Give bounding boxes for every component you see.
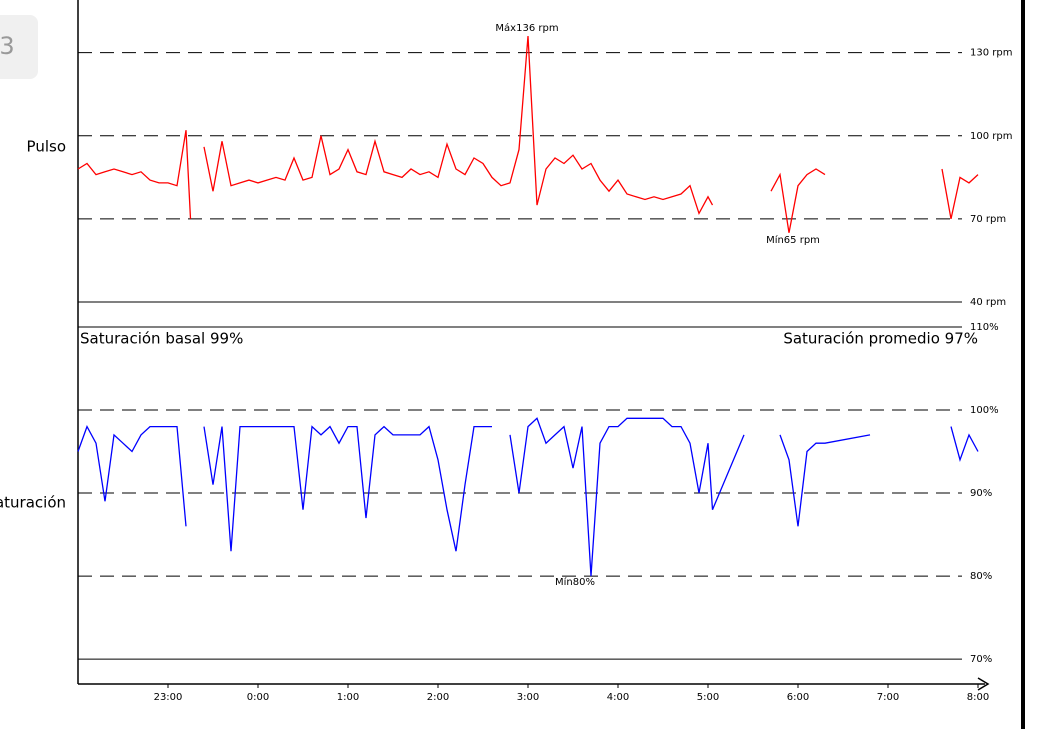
x-tick-label: 8:00 [967,692,989,703]
y-tick-label: 80% [970,571,992,582]
x-tick-label: 23:00 [154,692,183,703]
x-tick-label: 2:00 [427,692,449,703]
x-tick-label: 0:00 [247,692,269,703]
x-tick-label: 3:00 [517,692,539,703]
x-tick-label: 4:00 [607,692,629,703]
y-tick-label: 90% [970,488,992,499]
annotation: Máx136 rpm [495,22,558,34]
data-line [77,417,979,577]
badge [0,15,38,79]
y-axis-label: Saturación [0,494,66,512]
axis-arrow [977,677,990,691]
x-tick-label: 1:00 [337,692,359,703]
y-axis-label: Pulso [27,138,66,156]
y-tick-label: 130 rpm [970,48,1012,59]
data-line [77,35,979,233]
x-tick-label: 7:00 [877,692,899,703]
y-tick-label: 110% [970,322,999,333]
annotation: Saturación basal 99% [80,330,243,348]
y-tick-label: 70% [970,654,992,665]
x-tick-label: 6:00 [787,692,809,703]
y-tick-label: 100 rpm [970,131,1012,142]
annotation: Mín80% [555,576,595,588]
y-tick-label: 70 rpm [970,214,1006,225]
y-tick-label: 40 rpm [970,297,1006,308]
y-tick-label: 100% [970,405,999,416]
annotation: Saturación promedio 97% [783,330,978,348]
x-tick-label: 5:00 [697,692,719,703]
badge-label: 3 [0,32,15,60]
annotation: Mín65 rpm [766,234,820,246]
